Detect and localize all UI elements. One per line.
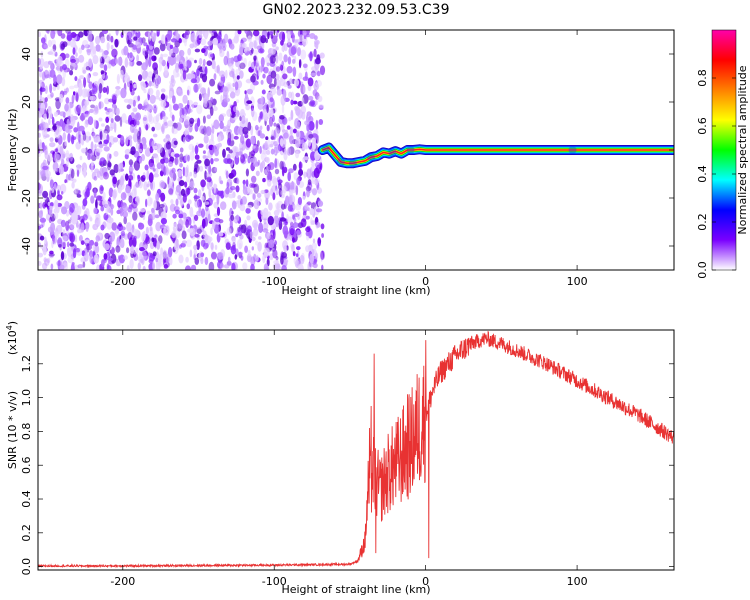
ridge-blob (367, 153, 376, 162)
x-tick-label: 100 (567, 275, 588, 288)
x-tick-label: -100 (262, 575, 287, 588)
y-tick-label: 0.8 (20, 423, 33, 441)
y-tick-label: 20 (20, 95, 33, 109)
spectrogram-noise-field (38, 30, 326, 270)
y-tick-label: 0.0 (20, 558, 33, 576)
y-tick-label: -40 (20, 237, 33, 255)
y-tick-label: 0.2 (20, 524, 33, 542)
colorbar-tick-label: 0.4 (696, 165, 709, 183)
y-tick-label: -20 (20, 189, 33, 207)
x-tick-label: -200 (110, 275, 135, 288)
spectrogram-y-axis: -40 -20 0 20 40 (20, 47, 674, 255)
x-tick-label: -200 (110, 575, 135, 588)
colorbar: 0.0 0.2 0.4 0.6 0.8 Normalized spectral ampl… (696, 29, 749, 279)
spectrogram-ridge (317, 142, 674, 169)
ridge-band (321, 146, 674, 164)
ridge-blob (336, 158, 345, 166)
snr-multiplier: (x104) (5, 321, 20, 355)
snr-series-line (38, 330, 674, 569)
colorbar-tick-label: 0.2 (696, 213, 709, 231)
colorbar-tick-label: 0.8 (696, 69, 709, 87)
x-tick-label: 0 (422, 275, 429, 288)
y-tick-label: 1.2 (20, 355, 33, 373)
y-tick-label: 40 (20, 47, 33, 61)
colorbar-tick-label: 0.0 (696, 261, 709, 279)
colorbar-scale (711, 29, 737, 271)
x-tick-label: 100 (567, 575, 588, 588)
ridge-blob (568, 146, 577, 154)
y-tick-label: 1.0 (20, 389, 33, 407)
snr-panel: -200 -100 0 100 0.0 0.2 0.4 0.6 0.8 1.0 1.2 Heigh… (5, 321, 675, 596)
ridge-blob (388, 148, 397, 157)
x-tick-label: -100 (262, 275, 287, 288)
snr-y-axis: 0.0 0.2 0.4 0.6 0.8 1.0 1.2 (20, 355, 674, 575)
figure-title: GN02.2023.232.09.53.C39 (263, 2, 450, 18)
y-tick-label: 0 (20, 147, 33, 154)
snr-y-label: SNR (10 * v/v) (6, 391, 19, 469)
spectrogram-x-label: Height of straight line (km) (281, 284, 430, 297)
spectrogram-y-label: Frequency (Hz) (6, 109, 19, 192)
snr-x-label: Height of straight line (km) (281, 583, 430, 596)
snr-frame (37, 329, 675, 571)
colorbar-ticks: 0.0 0.2 0.4 0.6 0.8 (696, 69, 736, 279)
ridge-blob (321, 144, 330, 153)
y-tick-label: 0.4 (20, 490, 33, 508)
colorbar-tick-label: 0.6 (696, 117, 709, 135)
colorbar-label: Normalized spectral amplitude (736, 65, 749, 234)
spectrogram-x-axis: -200 -100 0 100 (110, 30, 588, 288)
x-tick-label: 0 (422, 575, 429, 588)
y-tick-label: 0.6 (20, 456, 33, 474)
ridge-blob (406, 146, 415, 154)
ridge-blob (348, 159, 357, 168)
snr-x-axis: -200 -100 0 100 (110, 330, 588, 588)
